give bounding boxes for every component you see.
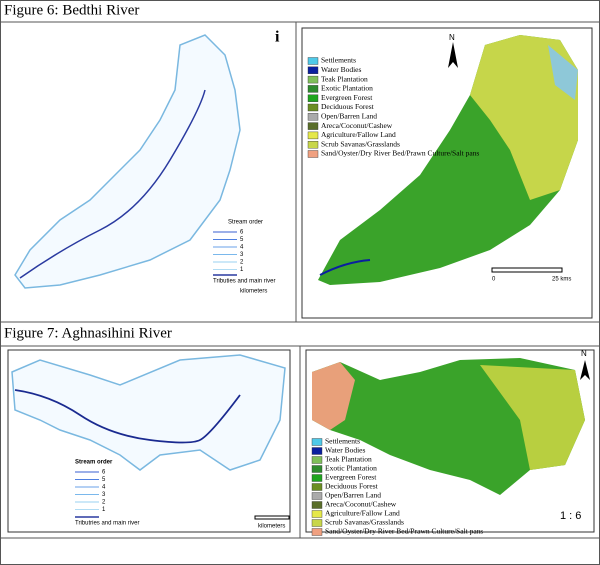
stream-legend-label: 5 [240,237,244,243]
landuse-area [480,365,585,470]
legend-swatch [311,465,323,473]
legend-label: Agriculture/Fallow Land [325,509,400,518]
legend-swatch [307,131,319,140]
legend-label: Sand/Oyster/Dry River Bed/Prawn Culture/… [325,527,483,536]
legend-label: Exotic Plantation [325,464,377,473]
legend-swatch [307,113,319,121]
legend-swatch [307,103,319,112]
legend-label: Open/Barren Land [321,112,377,121]
stream-legend-label: 3 [102,492,106,498]
north-label: N [449,33,455,42]
legend-label: Settlements [321,56,356,65]
main-river [14,389,241,444]
map-marker: i [275,29,280,46]
legend-label: Settlements [325,437,360,446]
north-arrow [580,360,590,380]
legend-swatch [311,483,323,491]
landuse-area [470,35,578,200]
stream-legend-label: Tributries and main river [75,521,139,527]
landuse-area [548,45,578,100]
legend-swatch [307,66,319,75]
legend-swatch [311,447,323,455]
legend-label: Water Bodies [321,65,362,74]
stream-legend-title: Stream order [75,460,113,466]
legend-label: Scrub Savanas/Grasslands [321,139,400,148]
scale-label: 0 [492,277,496,283]
scale-unit: kilometers [258,524,285,530]
legend-label: Teak Plantation [325,455,372,464]
stream-legend-label: 6 [240,230,244,236]
scale-bar [254,515,290,520]
map-frame [301,27,593,319]
main-river [19,89,206,279]
legend-label: Scrub Savanas/Grasslands [325,518,404,527]
legend-swatch [307,57,319,65]
legend-swatch [307,94,319,102]
stream-legend-label: 2 [102,500,106,506]
legend-swatch [307,150,319,158]
legend-swatch [311,510,323,518]
legend-swatch [307,122,319,130]
legend-label: Exotic Plantation [321,84,373,93]
legend-swatch [311,456,323,464]
legend-label: Deciduous Forest [325,482,379,491]
basin-outline [11,354,286,471]
stream-legend-label: Tributies and main river [213,279,275,285]
legend-swatch [311,492,323,500]
basin-outline [14,34,241,289]
figure-caption: Figure 7: Aghnasihini River [4,325,172,341]
legend-label: Areca/Coconut/Cashew [321,121,393,130]
legend-swatch [307,75,319,84]
legend-swatch [311,528,323,536]
scale-bar [491,267,563,273]
legend-label: Agriculture/Fallow Land [321,130,396,139]
legend-swatch [311,501,323,509]
legend-label: Areca/Coconut/Cashew [325,500,397,509]
legend-label: Deciduous Forest [321,102,375,111]
stream-legend-label: 4 [240,245,244,251]
north-arrow [448,42,458,68]
stream-legend-label: 5 [102,477,106,483]
north-label: N [581,349,587,358]
scale-ratio: 1 : 6 [560,510,581,522]
legend-label: Teak Plantation [321,74,368,83]
legend-swatch [311,438,323,446]
figure-caption: Figure 6: Bedthi River [4,2,139,18]
stream-legend-label: 4 [102,485,106,491]
legend-label: Water Bodies [325,446,366,455]
map-frame [305,349,595,533]
legend-label: Evergreen Forest [325,473,377,482]
stream-legend-label: 6 [102,470,106,476]
legend-swatch [311,519,323,527]
map-frame [7,349,291,533]
stream-legend-title: Stream order [228,220,263,226]
legend-label: Evergreen Forest [321,93,373,102]
legend-swatch [307,140,319,149]
scale-unit: kilometers [240,289,267,295]
landuse-area [312,362,355,430]
stream-legend-label: 2 [240,260,244,266]
stream-legend-label: 1 [240,267,244,273]
legend-swatch [307,85,319,93]
legend-label: Sand/Oyster/Dry River Bed/Prawn Culture/… [321,149,479,158]
stream-legend-label: 3 [240,252,244,258]
scale-label: 25 kms [552,277,571,283]
stream-legend-label: 1 [102,507,106,513]
river [319,259,371,276]
legend-label: Open/Barren Land [325,491,381,500]
legend-swatch [311,474,323,482]
